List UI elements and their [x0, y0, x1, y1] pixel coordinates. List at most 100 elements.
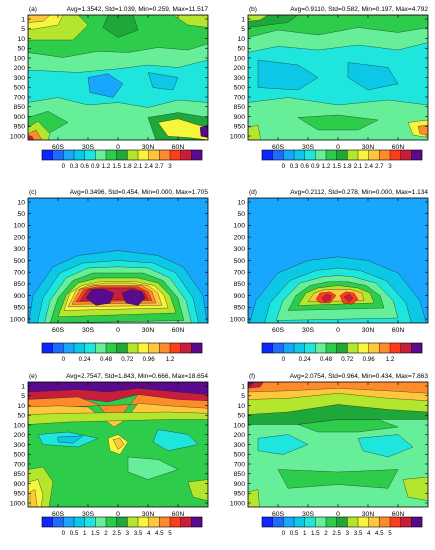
colorbar-swatch: [304, 343, 316, 353]
stats-line: Avg=0.3496, Std=0.454, Min=0.000, Max=1.…: [70, 189, 209, 196]
contour-region: [157, 118, 208, 140]
colorbar-swatch: [326, 517, 337, 527]
colorbar-frame: [261, 149, 423, 161]
colorbar-swatch: [283, 517, 295, 527]
colorbar-swatch: [52, 517, 64, 527]
panel-label: (e): [29, 373, 37, 380]
x-tick-label: 30N: [362, 511, 375, 518]
x-tick-label: 60N: [392, 144, 405, 151]
colorbar-swatch: [180, 517, 192, 527]
colorbar-label: 0.3: [70, 163, 79, 170]
colorbar-label: 0.48: [320, 356, 333, 363]
colorbar-swatch: [52, 150, 64, 160]
colorbar-label: 4.5: [375, 530, 384, 537]
colorbar-swatch: [315, 517, 327, 527]
colorbar-swatch: [411, 150, 423, 160]
y-tick-label: 1000: [230, 316, 245, 323]
y-tick-label: 200: [234, 65, 246, 72]
panel-label: (f): [249, 373, 255, 380]
y-tick-label: 100: [14, 223, 26, 230]
colorbar-swatch: [84, 150, 96, 160]
colorbar-swatch: [262, 343, 273, 353]
y-tick-label: 5: [21, 393, 25, 400]
colorbar-swatch: [148, 150, 160, 160]
contour-region: [417, 124, 428, 136]
y-tick-label: 900: [234, 114, 246, 121]
colorbar-swatch: [159, 517, 171, 527]
x-tick-label: 30S: [302, 327, 315, 334]
contour-region: [121, 289, 146, 306]
colorbar-swatch: [148, 517, 160, 527]
colorbar-label: 2.1: [354, 163, 363, 170]
contour-region: [29, 489, 38, 507]
y-tick-label: 300: [234, 246, 246, 253]
y-tick-label: 300: [14, 75, 26, 82]
y-tick-label: 100: [234, 223, 246, 230]
y-tick-label: 950: [14, 305, 26, 312]
contour-region: [402, 476, 428, 501]
contour-region: [28, 136, 34, 140]
y-tick-label: 1000: [10, 316, 25, 323]
contour-region: [112, 438, 125, 450]
y-tick-label: 900: [234, 293, 246, 300]
x-tick-label: 60S: [52, 511, 65, 518]
colorbar-swatch: [262, 150, 273, 160]
contour-field: [28, 250, 208, 323]
colorbar-swatch: [170, 517, 181, 527]
colorbar-swatch: [42, 343, 53, 353]
x-tick-label: 60N: [172, 511, 185, 518]
x-tick-label: 0: [336, 327, 340, 334]
y-tick-label: 700: [14, 94, 26, 101]
contour-region: [277, 469, 399, 489]
panel-f: (f) Avg=2.0754, Std=0.964, Min=0.434, Max…: [230, 373, 429, 537]
colorbar-label: 0: [62, 163, 66, 170]
colorbar-label: 3.5: [354, 530, 363, 537]
contour-region: [28, 43, 208, 73]
colorbar-swatch: [326, 150, 337, 160]
panel-c: (c) Avg=0.3496, Std=0.454, Min=0.000, Max…: [10, 189, 209, 363]
colorbar-frame: [41, 342, 203, 354]
y-tick-label: 200: [14, 432, 26, 439]
colorbar-label: 1.5: [332, 163, 341, 170]
stats-line: Avg=2.7547, Std=1.843, Min=0.666, Max=18…: [66, 373, 208, 380]
y-tick-label: 300: [234, 442, 246, 449]
colorbar-label: 0.96: [143, 356, 156, 363]
y-tick-label: 500: [14, 452, 26, 459]
contour-field: [248, 15, 428, 140]
y-tick-label: 5: [241, 393, 245, 400]
y-tick-label: 850: [14, 471, 26, 478]
colorbar-swatch: [52, 343, 64, 353]
colorbar-swatch: [368, 150, 380, 160]
colorbar-swatch: [63, 517, 75, 527]
colorbar-swatch: [283, 150, 295, 160]
colorbar-swatch: [400, 517, 412, 527]
colorbar-swatch: [358, 343, 369, 353]
colorbar-swatch: [379, 343, 391, 353]
contour-region: [321, 294, 332, 302]
y-tick-label: 1000: [10, 133, 25, 140]
colorbar-label: 1.5: [311, 530, 320, 537]
y-tick-label: 1: [241, 383, 245, 390]
x-tick-label: 60N: [392, 327, 405, 334]
colorbar-swatch: [191, 343, 203, 353]
x-tick-label: 0: [116, 144, 120, 151]
colorbar-swatch: [390, 343, 401, 353]
colorbar-swatch: [84, 517, 96, 527]
y-tick-label: 700: [14, 270, 26, 277]
panel-d: (d) Avg=0.2112, Std=0.278, Min=0.000, Max…: [230, 189, 429, 363]
colorbar-label: 1: [83, 530, 87, 537]
colorbar-swatch: [170, 150, 181, 160]
contour-region: [187, 479, 208, 501]
colorbar-swatch: [170, 343, 181, 353]
colorbar: 0 0.3 0.6 0.9 1.2 1.5 1.8 2.1 2.4 2.7 3: [261, 149, 423, 170]
y-tick-label: 1: [21, 383, 25, 390]
x-tick-label: 30N: [142, 327, 155, 334]
y-tick-label: 950: [14, 491, 26, 498]
colorbar-label: 0.6: [80, 163, 89, 170]
y-tick-label: 200: [234, 234, 246, 241]
colorbar-swatch: [315, 343, 327, 353]
panel-a: (a) Avg=1.3542, Std=1.039, Min=0.259, Max…: [10, 6, 209, 170]
y-tick-label: 100: [14, 55, 26, 62]
colorbar-label: 1.2: [386, 356, 395, 363]
y-tick-label: 10: [17, 403, 25, 410]
